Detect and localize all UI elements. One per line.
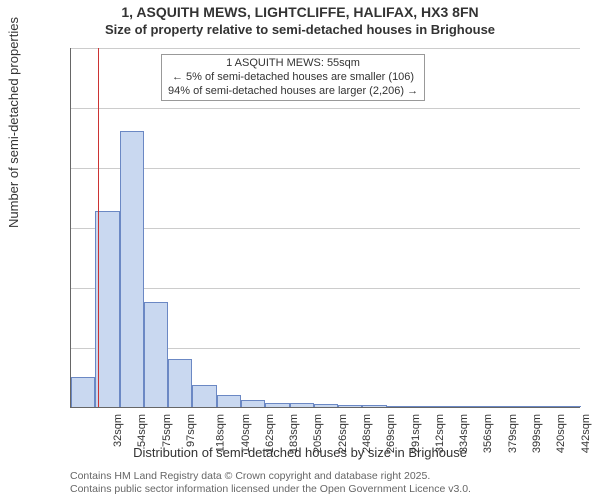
annotation-line-2: ← 5% of semi-detached houses are smaller… <box>168 71 418 85</box>
bar <box>460 406 484 407</box>
bar <box>362 405 386 407</box>
footer-line-2: Contains public sector information licen… <box>70 483 471 496</box>
bar <box>192 385 216 408</box>
bar <box>168 359 192 407</box>
bar <box>71 377 95 407</box>
annotation-box: 1 ASQUITH MEWS: 55sqm ← 5% of semi-detac… <box>161 54 425 101</box>
y-tick-labels: 020040060080010001200 <box>0 48 70 408</box>
chart-title-line2: Size of property relative to semi-detach… <box>0 22 600 38</box>
x-tick-label: 32sqm <box>112 414 124 447</box>
bar <box>508 406 532 407</box>
bars <box>71 48 580 407</box>
bar <box>144 302 168 407</box>
x-axis-label: Distribution of semi-detached houses by … <box>0 445 600 460</box>
bar <box>265 403 289 408</box>
plot-area: 1 ASQUITH MEWS: 55sqm ← 5% of semi-detac… <box>70 48 580 408</box>
bar <box>435 406 459 407</box>
footer-line-1: Contains HM Land Registry data © Crown c… <box>70 470 471 483</box>
annotation-line-3: 94% of semi-detached houses are larger (… <box>168 85 418 99</box>
chart-title-line1: 1, ASQUITH MEWS, LIGHTCLIFFE, HALIFAX, H… <box>0 4 600 22</box>
bar <box>532 406 556 407</box>
bar <box>314 404 338 407</box>
chart-title-block: 1, ASQUITH MEWS, LIGHTCLIFFE, HALIFAX, H… <box>0 4 600 38</box>
bar <box>484 406 508 407</box>
annotation-line-1: 1 ASQUITH MEWS: 55sqm <box>168 57 418 71</box>
x-tick-label: 75sqm <box>161 414 173 447</box>
bar <box>217 395 241 407</box>
bar <box>338 405 362 407</box>
chart-container: 1, ASQUITH MEWS, LIGHTCLIFFE, HALIFAX, H… <box>0 0 600 500</box>
bar <box>387 406 411 408</box>
x-axis-label-text: Distribution of semi-detached houses by … <box>133 445 467 460</box>
bar <box>411 406 435 407</box>
x-tick-label: 97sqm <box>185 414 197 447</box>
footer: Contains HM Land Registry data © Crown c… <box>70 470 471 496</box>
bar <box>241 400 265 408</box>
bar <box>290 403 314 407</box>
bar <box>557 406 581 407</box>
x-tick-label: 54sqm <box>136 414 148 447</box>
bar <box>120 131 144 407</box>
reference-line <box>98 48 99 407</box>
